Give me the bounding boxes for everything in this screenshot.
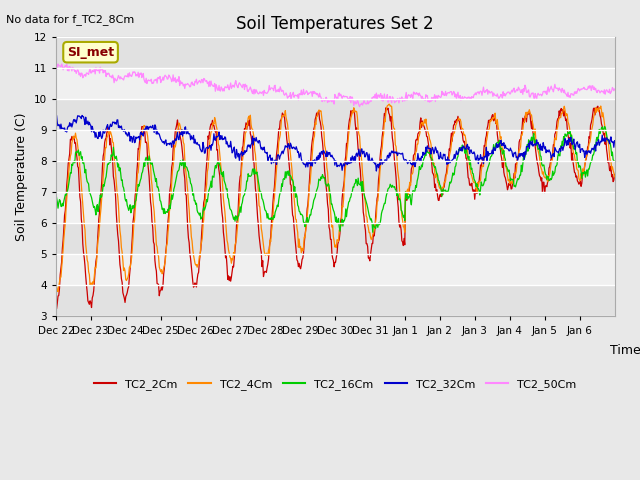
X-axis label: Time: Time [611, 344, 640, 358]
Bar [56, 223, 614, 254]
Bar [56, 99, 614, 131]
Text: No data for f_TC2_8Cm: No data for f_TC2_8Cm [6, 14, 134, 25]
Bar [56, 286, 614, 316]
Text: SI_met: SI_met [67, 46, 114, 59]
Legend: TC2_2Cm, TC2_4Cm, TC2_16Cm, TC2_32Cm, TC2_50Cm: TC2_2Cm, TC2_4Cm, TC2_16Cm, TC2_32Cm, TC… [90, 375, 581, 395]
Bar [56, 161, 614, 192]
Title: Soil Temperatures Set 2: Soil Temperatures Set 2 [236, 15, 434, 33]
Y-axis label: Soil Temperature (C): Soil Temperature (C) [15, 113, 28, 241]
Bar [56, 37, 614, 68]
